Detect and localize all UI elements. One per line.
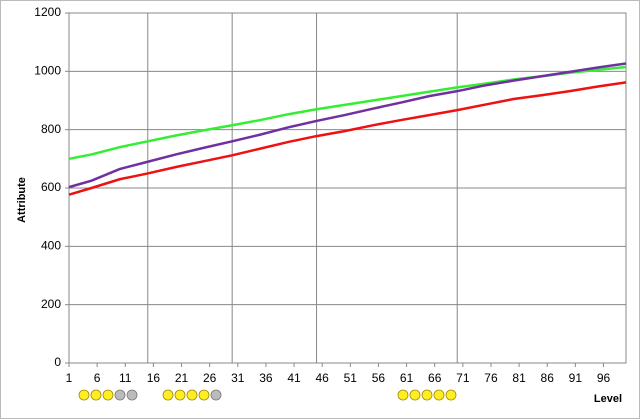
y-tick-label: 200 [41, 297, 61, 311]
x-tick-label: 21 [175, 371, 189, 385]
x-tick-label: 51 [344, 371, 358, 385]
x-tick-label: 11 [119, 371, 132, 385]
x-tick-label: 16 [147, 371, 161, 385]
x-tick-label: 36 [259, 371, 273, 385]
x-tick-label: 46 [316, 371, 330, 385]
series-line [68, 81, 627, 196]
x-axis-title: Level [594, 393, 622, 405]
x-tick-label: 61 [400, 371, 414, 385]
x-tick-label: 91 [569, 371, 583, 385]
x-tick-label: 66 [428, 371, 442, 385]
y-tick-label: 800 [41, 122, 61, 136]
y-tick-label: 600 [41, 180, 61, 194]
x-tick-label: 6 [94, 371, 101, 385]
x-tick-label: 41 [287, 371, 301, 385]
y-tick-label: 0 [54, 355, 61, 369]
x-tick-label: 1 [66, 371, 73, 385]
x-tick-label: 81 [512, 371, 526, 385]
y-tick-label: 1200 [34, 5, 61, 19]
y-axis-title: Attribute [16, 177, 28, 223]
x-tick-label: 76 [484, 371, 498, 385]
y-tick-label: 1000 [34, 64, 61, 78]
x-tick-label: 56 [372, 371, 386, 385]
x-tick-label: 96 [597, 371, 611, 385]
x-tick-label: 86 [541, 371, 555, 385]
x-tick-label: 71 [456, 371, 470, 385]
x-tick-label: 31 [231, 371, 245, 385]
icons [78, 389, 457, 401]
y-tick-label: 400 [41, 239, 61, 253]
x-tick-label: 26 [203, 371, 217, 385]
series-line [68, 62, 627, 189]
